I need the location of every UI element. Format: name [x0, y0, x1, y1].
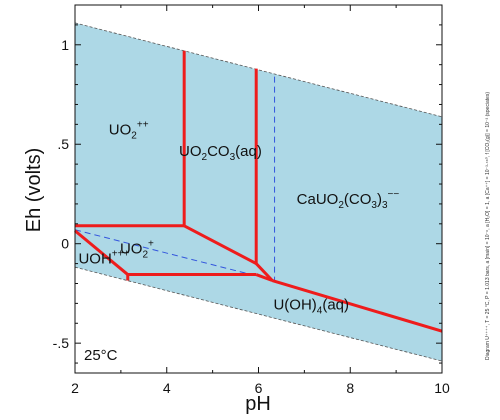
y-tick-label: 0 — [61, 236, 69, 252]
field-label-2: CaUO2(CO3)3−− — [297, 189, 400, 211]
y-tick-label: .5 — [57, 136, 69, 152]
field-label-1: UO2CO3(aq) — [179, 143, 262, 163]
x-axis-label: pH — [245, 393, 271, 415]
water-stability-limits — [74, 22, 443, 362]
field-label-3: UO2+ — [120, 239, 154, 261]
boundary-line-7 — [255, 262, 274, 282]
x-tick-label: 4 — [163, 380, 171, 396]
field-label-5: U(OH)4(aq) — [273, 296, 349, 316]
water-limit-lower — [74, 266, 443, 362]
boundary-line-9 — [271, 279, 443, 333]
x-tick-label: 2 — [71, 380, 79, 396]
y-tick-label: 1 — [61, 37, 69, 53]
y-axis-ticks: -.5 0 .5 1 — [53, 24, 442, 364]
field-label-4: UOH+++ — [78, 249, 129, 268]
y-tick-label: -.5 — [53, 335, 70, 351]
y-axis-label: Eh (volts) — [23, 148, 45, 232]
boundary-line-8 — [255, 273, 273, 282]
temperature-label: 25°C — [84, 347, 118, 364]
field-labels: UO2++ UO2CO3(aq) CaUO2(CO3)3−− UO2+UOH+++ U(… — [78, 119, 399, 316]
water-stability-region — [75, 22, 442, 362]
boundary-line-5 — [74, 229, 129, 276]
x-tick-label: 6 — [255, 380, 263, 396]
metastable-boundaries — [74, 76, 276, 281]
x-tick-label: 10 — [434, 380, 450, 396]
water-limit-upper — [74, 22, 443, 118]
dashed-boundary-1 — [74, 229, 275, 281]
boundary-line-3 — [183, 224, 257, 265]
field-label-0: UO2++ — [109, 119, 149, 141]
x-tick-label: 8 — [346, 380, 354, 396]
stability-field-fill — [75, 22, 442, 362]
diagram-conditions-note: Diagram U⁺⁺⁺⁺, T = 25 °C, P = 1.013 bars… — [485, 92, 491, 360]
x-axis-ticks: 2 4 6 8 10 — [71, 5, 450, 396]
predominance-boundaries — [74, 50, 443, 333]
